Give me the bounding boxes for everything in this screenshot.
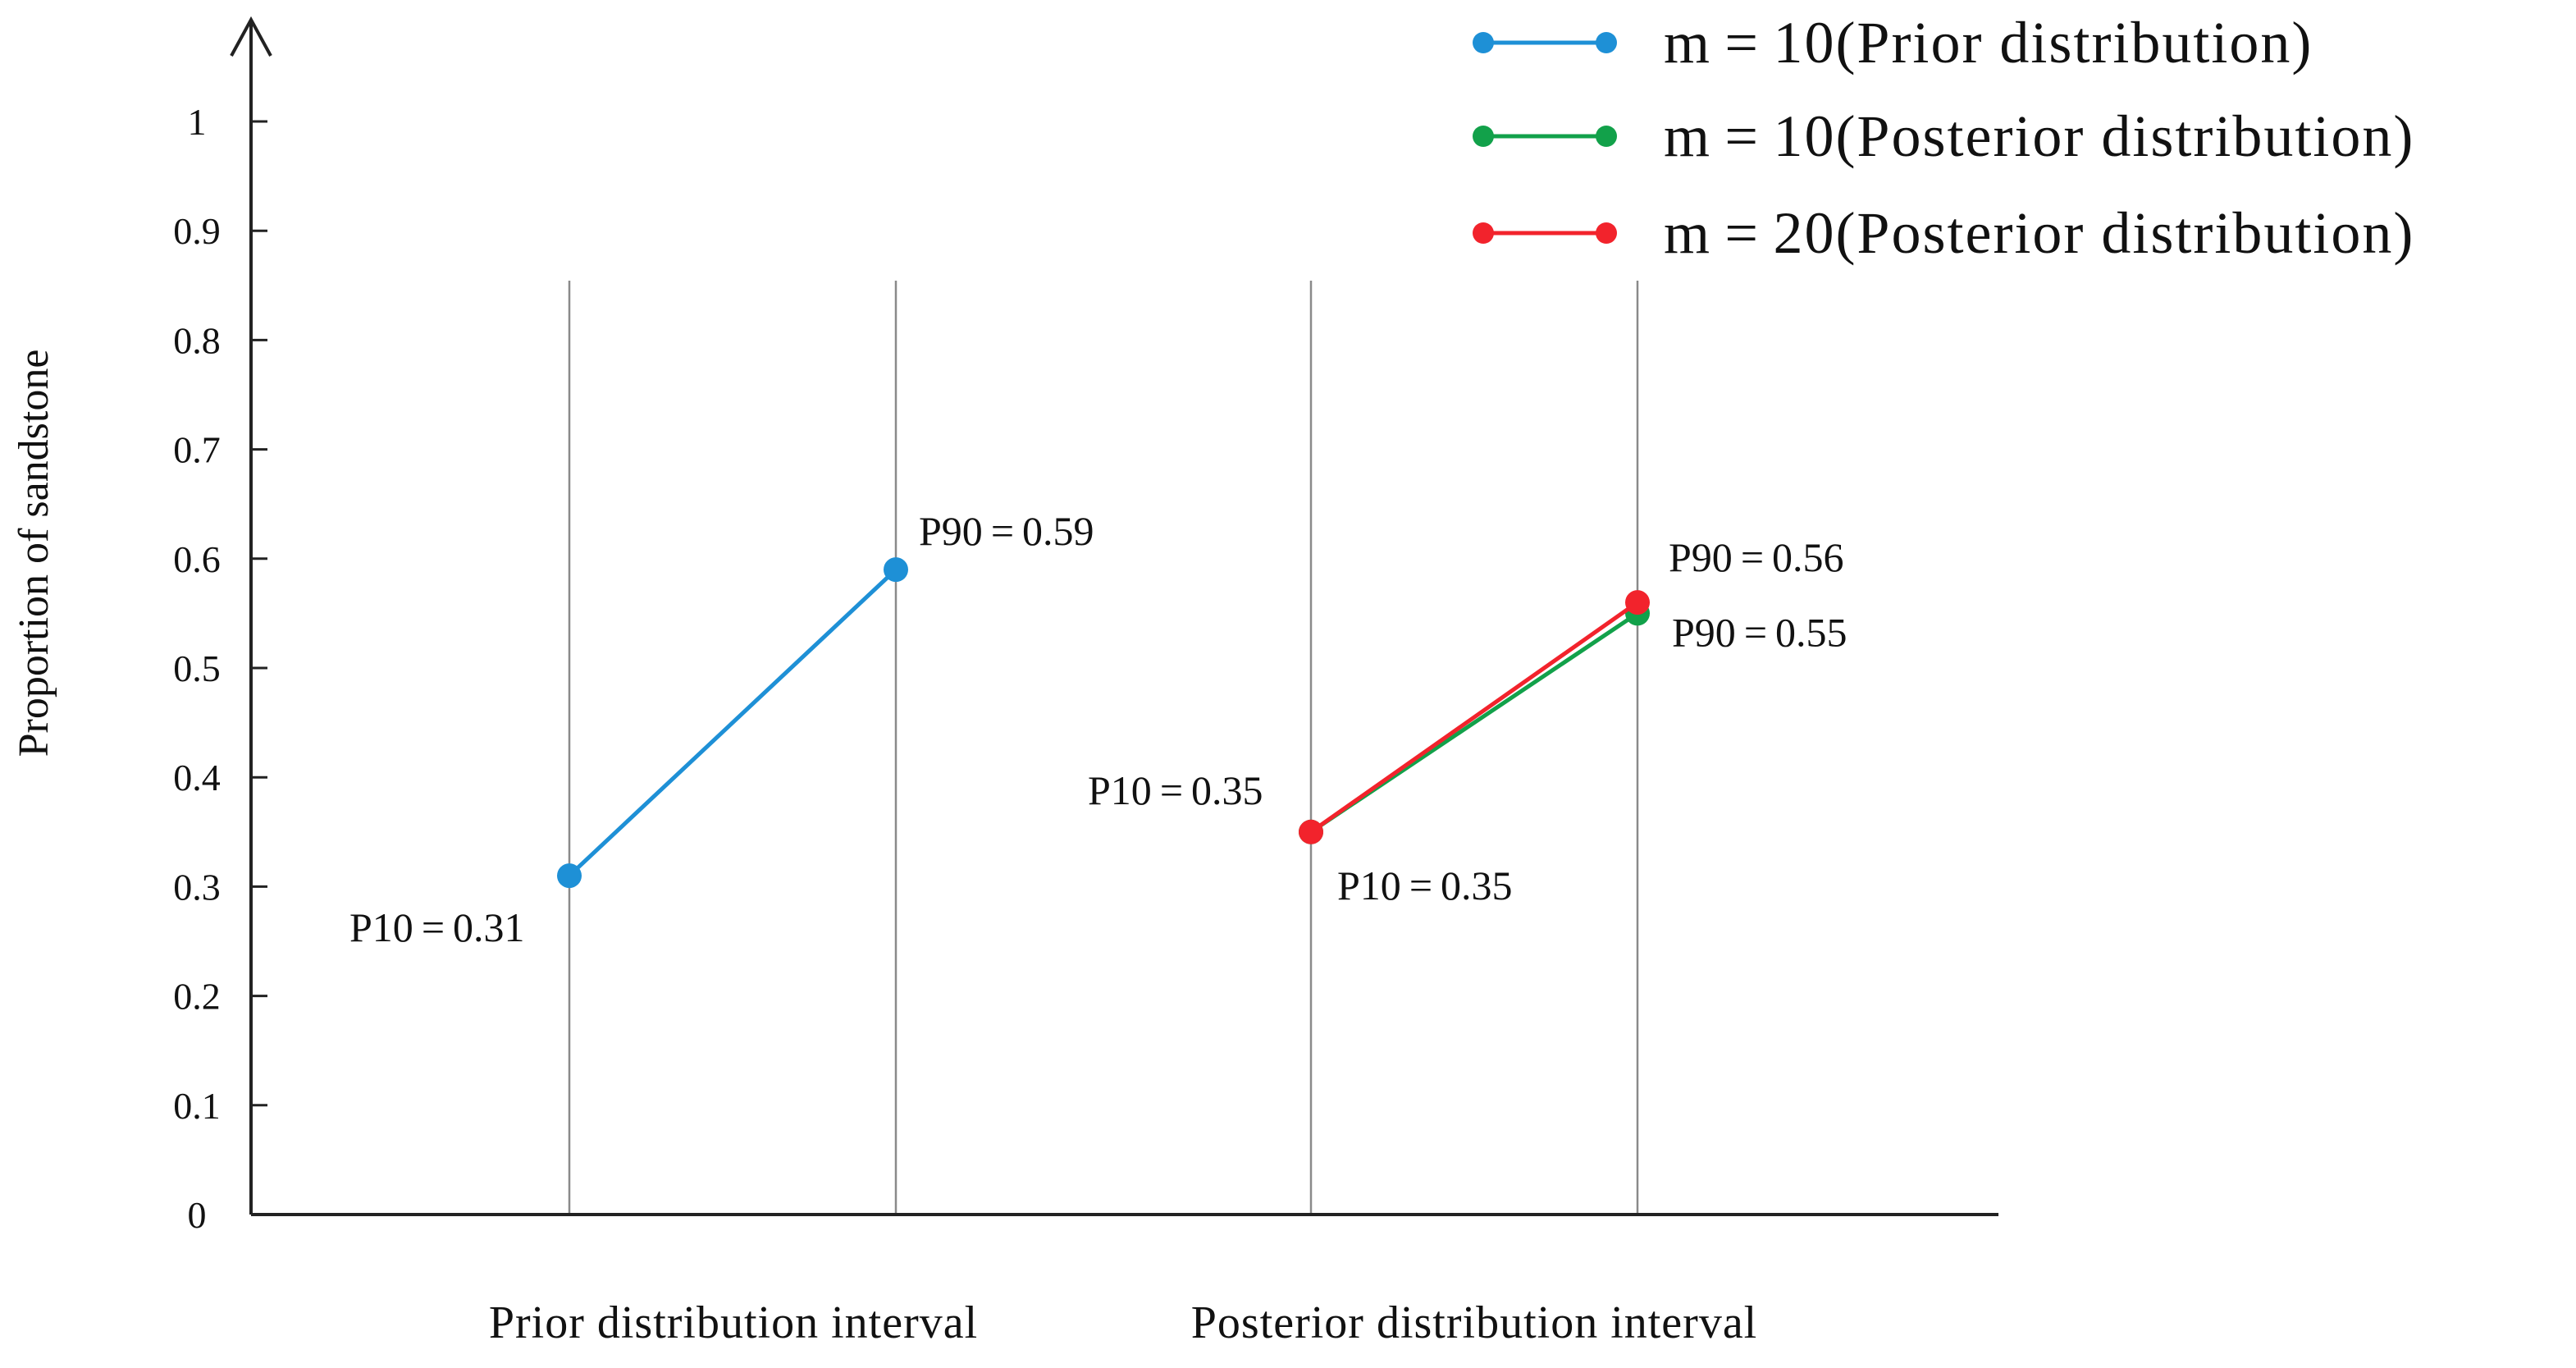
legend-item-0: m = 10(Prior distribution) bbox=[1473, 10, 2313, 75]
y-tick-label: 0.9 bbox=[173, 210, 221, 252]
y-tick-label: 0.3 bbox=[173, 866, 221, 908]
series-line-2 bbox=[1309, 600, 1640, 835]
legend-marker-icon bbox=[1473, 32, 1494, 53]
data-label-1-1: P90 = 0.55 bbox=[1672, 609, 1848, 655]
legend-item-1: m = 10(Posterior distribution) bbox=[1473, 103, 2414, 169]
chart-annotations: P10 = 0.31 P90 = 0.59 P10 = 0.35 P90 = 0.55… bbox=[349, 508, 1848, 950]
legend-marker-icon bbox=[1596, 222, 1617, 244]
data-point-0-1 bbox=[884, 557, 908, 583]
data-label-2-1: P90 = 0.56 bbox=[1669, 534, 1844, 580]
y-tick-label: 0.5 bbox=[173, 647, 221, 689]
y-tick-label: 0.4 bbox=[173, 757, 221, 798]
x-category-label-prior: Prior distribution interval bbox=[489, 1297, 978, 1348]
y-tick-label: 0.6 bbox=[173, 538, 221, 580]
legend-marker-icon bbox=[1473, 222, 1494, 244]
interval-guide-lines bbox=[568, 281, 1639, 1215]
y-axis-arrow-icon bbox=[230, 16, 272, 57]
y-tick-label: 0.1 bbox=[173, 1085, 221, 1127]
y-tick-label: 0 bbox=[188, 1194, 207, 1236]
legend-label: m = 10(Posterior distribution) bbox=[1664, 103, 2414, 169]
legend-item-2: m = 20(Posterior distribution) bbox=[1473, 200, 2414, 266]
data-point-2-0 bbox=[1299, 819, 1323, 844]
y-tick-label: 0.8 bbox=[173, 319, 221, 361]
legend-label: m = 10(Prior distribution) bbox=[1664, 10, 2313, 75]
data-label-0-0: P10 = 0.31 bbox=[349, 904, 525, 950]
chart-legend: m = 10(Prior distribution) m = 10(Posteri… bbox=[1473, 10, 2414, 266]
chart-series bbox=[557, 557, 1650, 889]
x-category-label-posterior: Posterior distribution interval bbox=[1191, 1297, 1757, 1348]
data-label-0-1: P90 = 0.59 bbox=[919, 508, 1094, 554]
data-label-1-0: P10 = 0.35 bbox=[1337, 862, 1513, 908]
data-point-2-1 bbox=[1625, 590, 1650, 615]
legend-marker-icon bbox=[1596, 32, 1617, 53]
y-tick-label: 1 bbox=[188, 101, 207, 143]
series-line-0 bbox=[567, 567, 898, 878]
legend-marker-icon bbox=[1596, 126, 1617, 147]
data-label-2-0: P10 = 0.35 bbox=[1088, 767, 1263, 813]
chart-axes: 0 0.1 0.2 0.3 0.4 0.5 0.6 0.7 0.8 0.9 1 Proportion … bbox=[11, 16, 1998, 1348]
y-tick-label: 0.7 bbox=[173, 429, 221, 471]
data-point-0-0 bbox=[557, 863, 582, 889]
legend-marker-icon bbox=[1473, 126, 1494, 147]
y-tick-label: 0.2 bbox=[173, 976, 221, 1018]
y-axis-title: Proportion of sandstone bbox=[11, 350, 57, 757]
legend-label: m = 20(Posterior distribution) bbox=[1664, 200, 2414, 266]
